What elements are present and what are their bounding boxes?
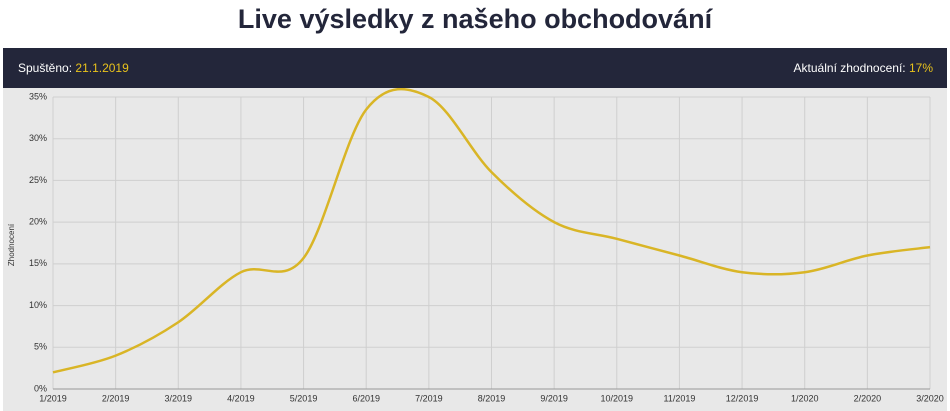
x-tick-label: 11/2019 xyxy=(663,393,695,403)
y-tick-label: 15% xyxy=(29,258,47,268)
x-tick-label: 1/2019 xyxy=(39,393,67,403)
x-tick-label: 6/2019 xyxy=(352,393,380,403)
x-tick-label: 7/2019 xyxy=(415,393,443,403)
y-tick-label: 0% xyxy=(34,383,47,393)
x-tick-label: 2/2019 xyxy=(102,393,130,403)
x-tick-label: 2/2020 xyxy=(854,393,882,403)
current-return: Aktuální zhodnocení: 17% xyxy=(794,61,933,75)
started-date: 21.1.2019 xyxy=(75,61,129,75)
x-tick-label: 3/2019 xyxy=(165,393,193,403)
return-value: 17% xyxy=(908,61,933,75)
y-tick-label: 25% xyxy=(29,175,47,185)
x-tick-label: 4/2019 xyxy=(227,393,255,403)
line xyxy=(52,88,931,374)
x-tick-label: 5/2019 xyxy=(290,393,318,403)
x-tick-label: 10/2019 xyxy=(601,393,634,403)
y-tick-label: 5% xyxy=(34,342,47,352)
started: Spuštěno: 21.1.2019 xyxy=(18,61,129,75)
x-tick-label: 3/2020 xyxy=(916,393,944,403)
y-tick-label: 20% xyxy=(29,217,47,227)
chart-background xyxy=(3,88,947,411)
started-label: Spuštěno: xyxy=(18,61,73,75)
chart: Zhodnocení 0% 5% 10% 15% 20% 25% 30% 35% 1/2019 2… xyxy=(3,88,947,411)
x-tick-label: 8/2019 xyxy=(478,393,506,403)
y-tick-label: 10% xyxy=(29,300,47,310)
y-tick-label: 30% xyxy=(29,133,47,143)
x-tick-label: 12/2019 xyxy=(726,393,759,403)
x-tick-label: 9/2019 xyxy=(540,393,568,403)
info-bar: Spuštěno: 21.1.2019 Aktuální zhodnocení:… xyxy=(3,48,947,88)
x-tick-label: 1/2020 xyxy=(791,393,819,403)
return-label: Aktuální zhodnocení: xyxy=(793,61,906,75)
y-tick-label: 35% xyxy=(29,91,47,101)
page-title: Live výsledky z našeho obchodování xyxy=(237,4,713,34)
y-axis-label: Zhodnocení xyxy=(7,223,16,266)
